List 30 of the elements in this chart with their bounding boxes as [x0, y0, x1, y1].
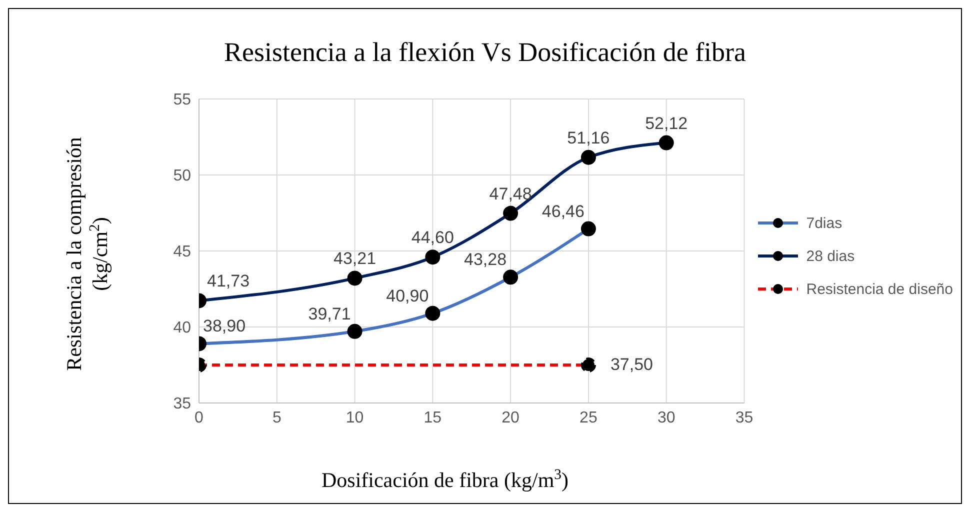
data-label: 44,60: [411, 228, 454, 248]
data-label: 47,48: [489, 184, 532, 204]
x-tick-label: 25: [580, 409, 598, 426]
data-label: 52,12: [645, 114, 688, 133]
data-label: 41,73: [207, 272, 250, 291]
x-tick-label: 35: [735, 409, 754, 426]
data-label: 40,90: [386, 286, 429, 306]
y-tick-label: 40: [173, 320, 192, 337]
x-axis-title: Dosificación de fibra (kg/m$^{3}$): [321, 467, 569, 492]
legend-label: Resistencia de diseño: [805, 280, 953, 298]
chart-title: Resistencia a la flexión Vs Dosificación de fibra: [222, 37, 748, 68]
x-tick-label: 10: [346, 409, 364, 426]
data-label: 43,28: [464, 250, 507, 270]
data-label: 46,46: [542, 202, 584, 221]
y-tick-label: 50: [173, 168, 192, 185]
x-tick-label: 15: [424, 409, 442, 426]
x-tick-label: 20: [502, 409, 520, 426]
x-tick-label: 0: [194, 409, 204, 426]
legend-label: 7dias: [805, 214, 844, 232]
data-label: 43,21: [334, 249, 376, 268]
data-label: 37,50: [610, 355, 653, 374]
data-label: 51,16: [567, 128, 610, 148]
y-tick-label: 35: [173, 396, 192, 413]
y-tick-label: 55: [173, 92, 192, 109]
legend-label: 28 dias: [805, 248, 856, 264]
y-tick-label: 45: [173, 244, 192, 261]
x-tick-label: 30: [657, 409, 676, 426]
data-label: 39,71: [308, 304, 351, 324]
x-tick-label: 5: [272, 409, 282, 426]
data-label: 38,90: [203, 316, 246, 336]
